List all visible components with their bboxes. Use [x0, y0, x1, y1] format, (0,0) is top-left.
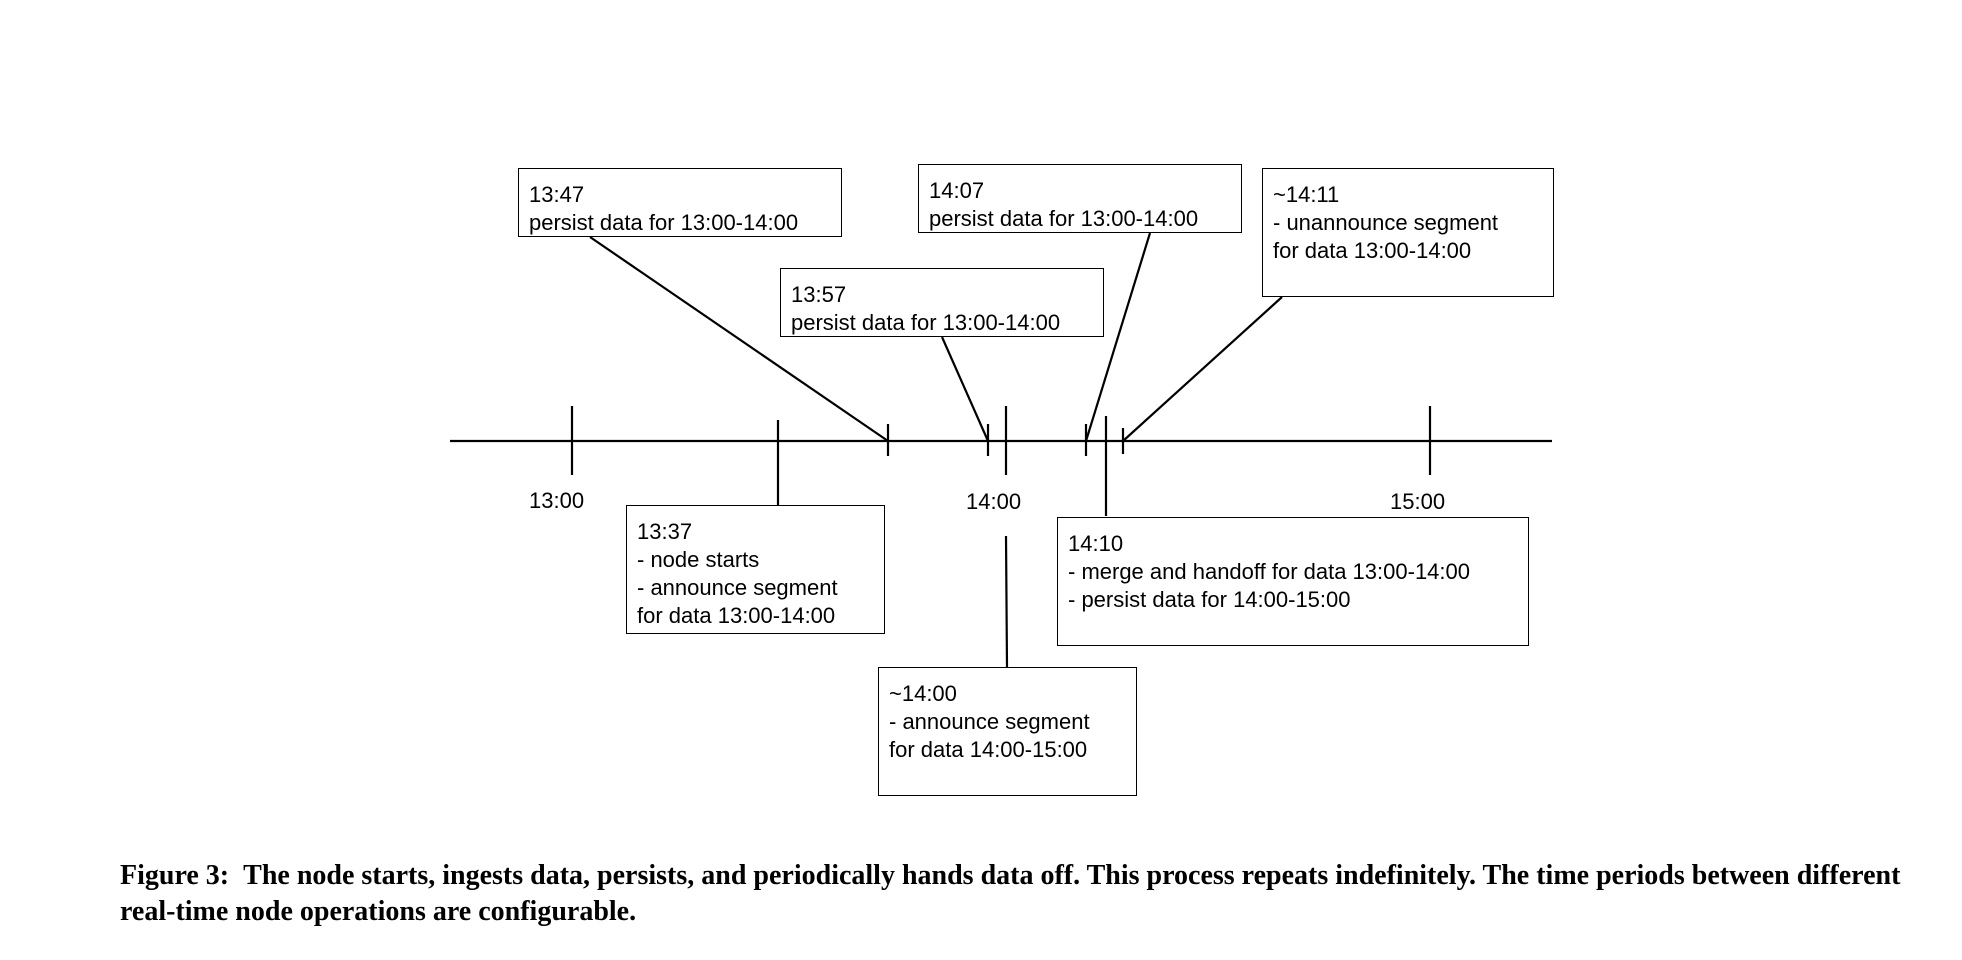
event-line: - announce segment: [889, 709, 1090, 734]
event-box-13-47: 13:47 persist data for 13:00-14:00: [518, 168, 842, 237]
event-box-13-37: 13:37 - node starts - announce segment f…: [626, 505, 885, 634]
leader-13-47: [589, 236, 889, 442]
event-line: - persist data for 14:00-15:00: [1068, 587, 1351, 612]
figure-caption-text: The node starts, ingests data, persists,…: [120, 860, 1901, 927]
event-line: for data 13:00-14:00: [1273, 238, 1472, 263]
event-line: - unannounce segment: [1273, 210, 1499, 235]
event-box-14-10: 14:10 - merge and handoff for data 13:00…: [1057, 517, 1529, 646]
event-line: for data 14:00-15:00: [889, 737, 1088, 762]
event-line: persist data for 13:00-14:00: [929, 206, 1199, 231]
event-line: persist data for 13:00-14:00: [791, 310, 1061, 335]
tick-label-14-00: 14:00: [966, 489, 1022, 514]
event-time: 13:37: [637, 519, 693, 544]
leader-14-11: [1122, 296, 1283, 442]
tick-label-15-00: 15:00: [1390, 489, 1446, 514]
timeline-figure: 13:00 14:00 15:00 13:47 persist data for…: [450, 164, 1554, 796]
event-time: 14:07: [929, 178, 985, 203]
event-line: - announce segment: [637, 575, 838, 600]
event-time: ~14:00: [889, 681, 957, 706]
event-box-14-00: ~14:00 - announce segment for data 14:00…: [878, 667, 1137, 796]
event-line: - node starts: [637, 547, 760, 572]
figure-caption: Figure 3: The node starts, ingests data,…: [120, 858, 1910, 930]
leader-14-07: [1084, 232, 1152, 442]
event-time: ~14:11: [1273, 182, 1340, 207]
leader-13-57: [940, 336, 990, 442]
event-line: persist data for 13:00-14:00: [529, 210, 799, 235]
event-box-14-07: 14:07 persist data for 13:00-14:00: [918, 164, 1242, 233]
timeline-connectors: [450, 232, 1552, 668]
leader-14-00: [1004, 535, 1009, 668]
event-time: 13:57: [791, 282, 847, 307]
event-time: 14:10: [1068, 531, 1124, 556]
event-box-14-11: ~14:11 - unannounce segment for data 13:…: [1262, 168, 1554, 297]
tick-label-13-00: 13:00: [529, 488, 585, 513]
event-box-13-57: 13:57 persist data for 13:00-14:00: [780, 268, 1104, 337]
event-line: - merge and handoff for data 13:00-14:00: [1068, 559, 1470, 584]
event-time: 13:47: [529, 182, 585, 207]
event-line: for data 13:00-14:00: [637, 603, 836, 628]
figure-label: Figure 3:: [120, 860, 230, 891]
